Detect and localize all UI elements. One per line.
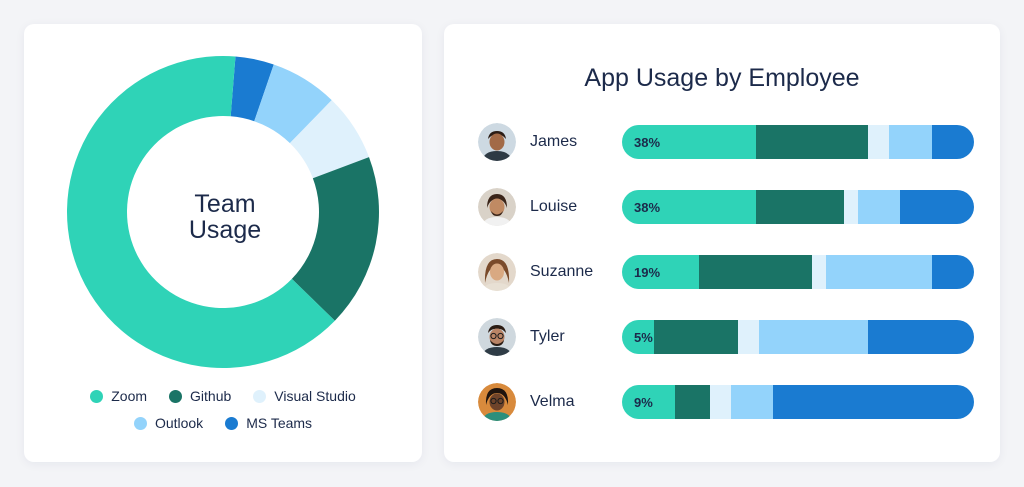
usage-bar-velma: [622, 385, 974, 419]
employee-name: James: [530, 133, 578, 150]
bar-segment-github: [674, 385, 710, 419]
legend-row-1: Zoom Github Visual Studio: [24, 388, 422, 404]
usage-bar-suzanne: [622, 255, 974, 289]
bar-segment-zoom: [622, 320, 654, 354]
team-usage-donut-chart: [66, 55, 379, 368]
avatar-velma: [478, 383, 516, 421]
employee-row-louise: Louise 38%: [444, 188, 1000, 228]
zoom-percent-label: 5%: [634, 330, 653, 345]
bar-segment-visual-studio: [843, 190, 858, 224]
bar-segment-outlook: [731, 385, 774, 419]
zoom-percent-label: 19%: [634, 265, 661, 280]
bar-segment-visual-studio: [812, 255, 827, 289]
legend-swatch-github: [169, 389, 183, 403]
usage-bar-james: [622, 125, 974, 159]
donut-slice-outlook: [254, 64, 332, 144]
legend-label-outlook: Outlook: [154, 415, 204, 431]
avatar-james: [478, 123, 516, 161]
bar-segment-zoom: [622, 385, 675, 419]
bar-segment-github: [653, 320, 739, 354]
legend-item-outlook: Outlook: [133, 415, 204, 431]
employee-row-velma: Velma 9%: [444, 383, 1000, 423]
donut-center-line1: Team: [194, 190, 256, 218]
legend-row-2: Outlook MS Teams: [24, 415, 422, 431]
zoom-percent-label: 38%: [634, 135, 661, 150]
legend-label-ms-teams: MS Teams: [246, 415, 313, 431]
legend-label-zoom: Zoom: [111, 388, 148, 404]
legend-label-github: Github: [190, 388, 232, 404]
legend-item-ms-teams: MS Teams: [225, 415, 312, 431]
app-usage-card: App Usage by Employee James 38% Louise 3…: [444, 24, 1000, 462]
bar-segment-ms-teams: [931, 255, 974, 289]
employee-row-james: James 38%: [444, 123, 1000, 163]
employee-name: Suzanne: [530, 263, 594, 280]
employee-name: Louise: [530, 198, 578, 215]
bar-segment-ms-teams: [900, 190, 974, 224]
bar-segment-ms-teams: [931, 125, 974, 159]
usage-bar-tyler: [622, 320, 974, 354]
avatar-tyler: [478, 318, 516, 356]
avatar-louise: [478, 188, 516, 226]
usage-bar-louise: [622, 190, 974, 224]
bar-segment-github: [755, 190, 844, 224]
bar-segment-visual-studio: [709, 385, 732, 419]
avatar-suzanne: [478, 253, 516, 291]
employee-name: Tyler: [530, 328, 565, 345]
legend-swatch-visual-studio: [253, 389, 267, 403]
bar-segment-github: [755, 125, 869, 159]
legend-label-visual-studio: Visual Studio: [274, 388, 356, 404]
legend-item-github: Github: [169, 388, 231, 404]
bar-segment-ms-teams: [773, 385, 974, 419]
employee-row-tyler: Tyler 5%: [444, 318, 1000, 358]
zoom-percent-label: 38%: [634, 200, 661, 215]
donut-center-label: Team Usage: [165, 191, 285, 243]
bar-segment-outlook: [889, 125, 932, 159]
donut-slice-ms-teams: [230, 56, 274, 122]
donut-slice-zoom: [66, 55, 335, 368]
employee-name: Velma: [530, 393, 575, 410]
legend-item-zoom: Zoom: [90, 388, 147, 404]
legend-item-visual-studio: Visual Studio: [253, 388, 356, 404]
bar-segment-zoom: [622, 125, 756, 159]
zoom-percent-label: 9%: [634, 395, 653, 410]
bar-segment-zoom: [622, 255, 700, 289]
team-usage-card: Team Usage Zoom Github Visual Studio Out…: [24, 24, 422, 462]
bar-segment-visual-studio: [738, 320, 760, 354]
app-usage-title: App Usage by Employee: [584, 64, 860, 92]
bar-segment-ms-teams: [868, 320, 974, 354]
donut-center-line2: Usage: [188, 216, 262, 244]
donut-slice-visual-studio: [289, 100, 370, 179]
bar-segment-zoom: [622, 190, 756, 224]
bar-segment-outlook: [759, 320, 869, 354]
legend-swatch-ms-teams: [225, 416, 239, 430]
legend-swatch-zoom: [90, 389, 104, 403]
legend-swatch-outlook: [133, 416, 147, 430]
bar-segment-visual-studio: [868, 125, 890, 159]
bar-segment-outlook: [826, 255, 932, 289]
employee-row-suzanne: Suzanne 19%: [444, 253, 1000, 293]
bar-segment-outlook: [857, 190, 901, 224]
donut-slice-github: [291, 157, 379, 321]
bar-segment-github: [699, 255, 813, 289]
